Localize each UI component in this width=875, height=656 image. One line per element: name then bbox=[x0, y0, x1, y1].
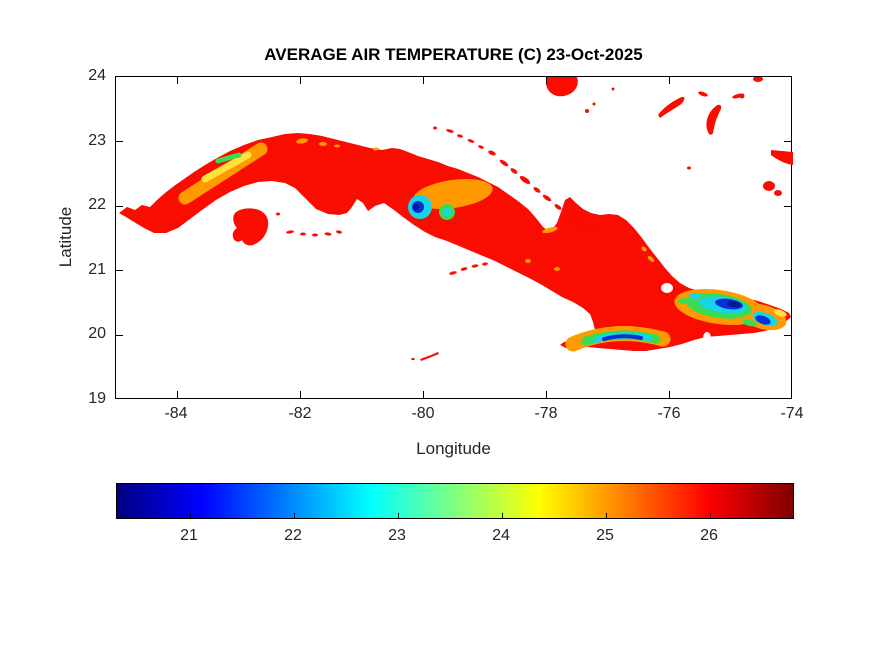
colorbar-tick-label: 26 bbox=[700, 527, 718, 544]
y-axis-tick bbox=[784, 206, 791, 207]
x-tick-label: -84 bbox=[164, 405, 188, 422]
colorbar-tick bbox=[710, 513, 711, 518]
highlands-escambray bbox=[408, 179, 493, 220]
y-axis-tick bbox=[116, 270, 123, 271]
colorbar-tick bbox=[502, 513, 503, 518]
colorbar-tick-label: 25 bbox=[596, 527, 614, 544]
x-tick-label: -80 bbox=[411, 405, 435, 422]
highlands-east bbox=[567, 289, 787, 347]
y-axis-tick bbox=[116, 141, 123, 142]
x-tick-label: -74 bbox=[780, 405, 804, 422]
colorbar-tick bbox=[294, 513, 295, 518]
warm-patches-central bbox=[296, 138, 655, 271]
coastal-bays bbox=[661, 283, 711, 344]
y-tick-label: 23 bbox=[88, 132, 106, 149]
y-tick-label: 20 bbox=[88, 325, 106, 342]
x-axis-tick bbox=[423, 77, 424, 84]
x-axis-tick bbox=[300, 77, 301, 84]
x-axis-tick bbox=[669, 77, 670, 84]
x-tick-label: -78 bbox=[534, 405, 558, 422]
highlands-northwest-ridge bbox=[178, 142, 268, 205]
x-axis-tick bbox=[177, 391, 178, 398]
south-coast-cays bbox=[276, 212, 488, 275]
x-tick-label: -82 bbox=[288, 405, 312, 422]
colorbar-tick-label: 23 bbox=[388, 527, 406, 544]
temperature-colorbar bbox=[116, 483, 794, 519]
y-tick-label: 21 bbox=[88, 261, 106, 278]
bahamas-fragments bbox=[546, 77, 793, 196]
y-axis-label: Latitude bbox=[56, 206, 75, 268]
x-axis-label: Longitude bbox=[416, 439, 491, 458]
x-axis-tick bbox=[423, 391, 424, 398]
y-tick-label: 19 bbox=[88, 390, 106, 407]
colorbar-tick bbox=[190, 513, 191, 518]
y-axis-tick bbox=[784, 335, 791, 336]
x-axis-tick bbox=[300, 391, 301, 398]
x-axis-tick bbox=[546, 77, 547, 84]
colorbar-tick bbox=[398, 513, 399, 518]
y-axis-tick bbox=[116, 335, 123, 336]
chart-title: AVERAGE AIR TEMPERATURE (C) 23-Oct-2025 bbox=[264, 45, 643, 64]
colorbar-tick-label: 24 bbox=[492, 527, 510, 544]
cuba-temperature-map bbox=[119, 77, 793, 361]
x-axis-tick bbox=[669, 391, 670, 398]
cayman-islands bbox=[411, 352, 439, 361]
isla-de-la-juventud bbox=[232, 208, 269, 246]
x-axis-tick bbox=[546, 391, 547, 398]
north-coast-cays bbox=[433, 126, 593, 231]
y-tick-label: 24 bbox=[88, 67, 106, 84]
cuba-mainland bbox=[119, 133, 791, 351]
colorbar-tick-label: 22 bbox=[284, 527, 302, 544]
x-axis-tick bbox=[177, 77, 178, 84]
map-plot-area bbox=[115, 76, 793, 399]
colorbar-tick bbox=[606, 513, 607, 518]
highlands-sierra-maestra bbox=[565, 326, 671, 352]
y-axis-tick bbox=[116, 206, 123, 207]
y-axis-tick bbox=[784, 270, 791, 271]
colorbar-tick-label: 21 bbox=[180, 527, 198, 544]
y-axis-tick bbox=[784, 141, 791, 142]
x-tick-label: -76 bbox=[657, 405, 681, 422]
y-tick-label: 22 bbox=[88, 196, 106, 213]
